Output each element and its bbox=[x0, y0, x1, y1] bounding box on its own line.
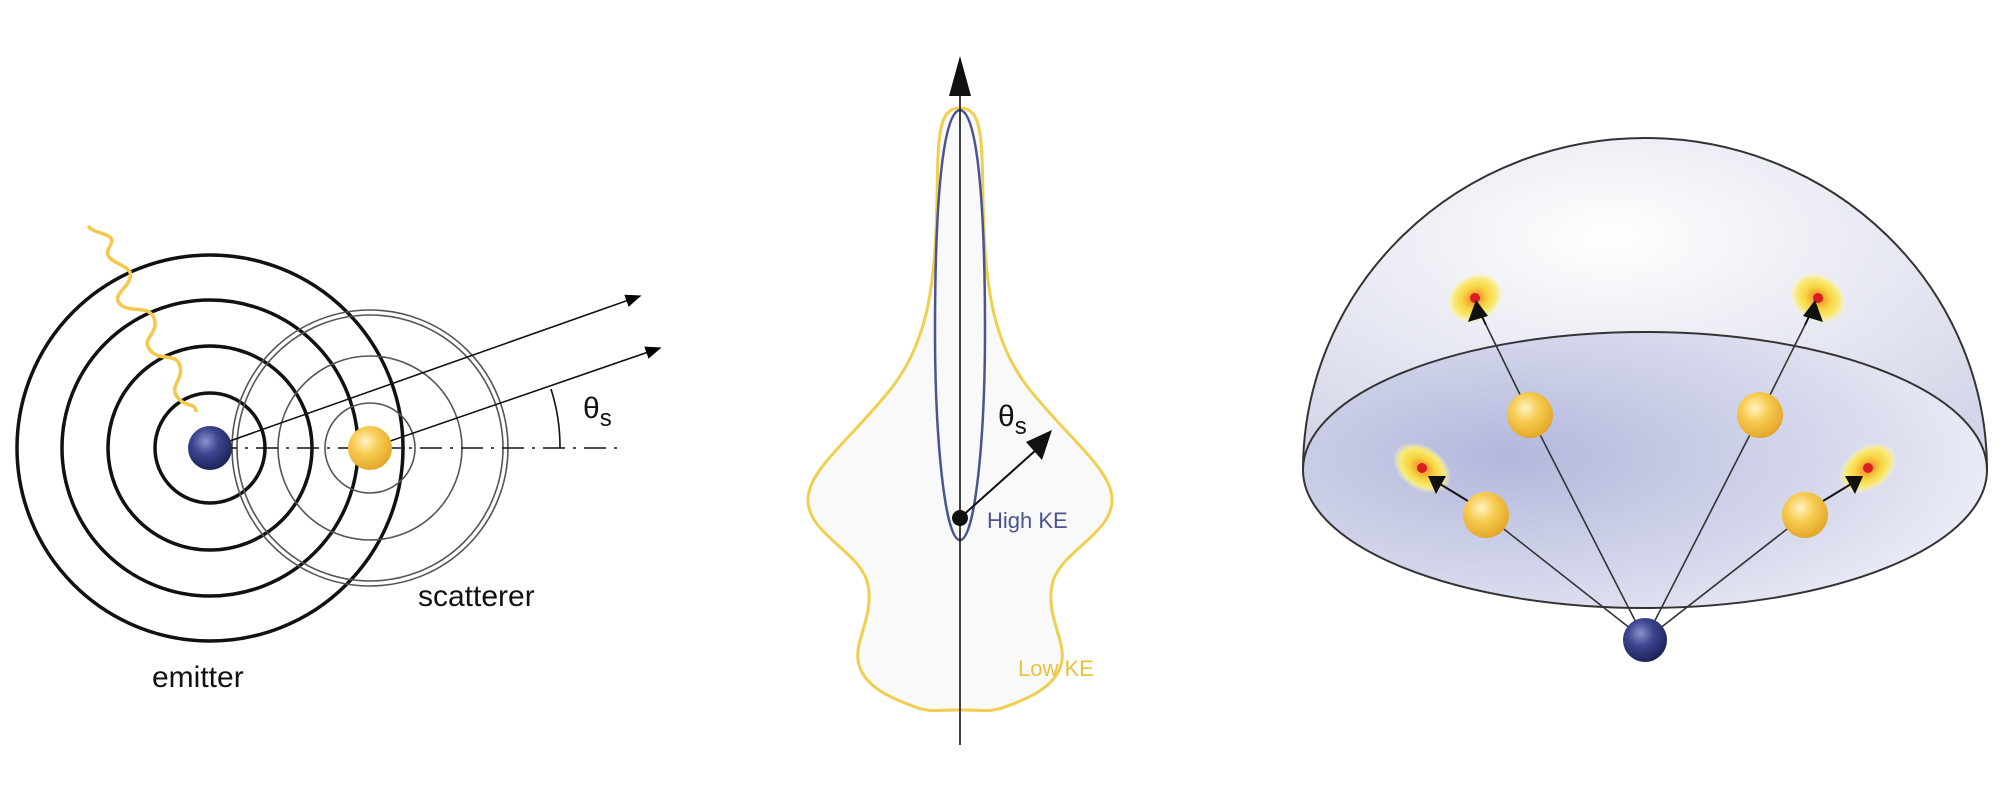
theta-s-label-2: θs bbox=[998, 400, 1027, 440]
panel-emitter-scatterer: θs scatterer emitter bbox=[15, 224, 662, 694]
emitter-atom-hemisphere bbox=[1623, 618, 1667, 662]
vertical-axis-arrowhead bbox=[949, 56, 971, 96]
theta-direction-arrow bbox=[959, 449, 1037, 519]
scattered-ray-arrow bbox=[369, 346, 662, 449]
emitter-atom bbox=[188, 426, 232, 470]
scatterer-atom-upper-left bbox=[1507, 392, 1553, 438]
hemisphere-base bbox=[1302, 331, 1988, 609]
emitter-point bbox=[952, 510, 968, 526]
scatterer-atom-upper-right bbox=[1737, 392, 1783, 438]
high-ke-label: High KE bbox=[987, 508, 1068, 533]
photon-wave bbox=[86, 224, 198, 413]
panel-angular-distribution: θs High KE Low KE bbox=[806, 56, 1114, 745]
scatterer-atom-lower-right bbox=[1782, 492, 1828, 538]
theta-direction-arrowhead bbox=[1026, 430, 1052, 460]
scatterer-label: scatterer bbox=[418, 580, 535, 613]
theta-s-label: θs bbox=[583, 392, 612, 432]
panel-hemisphere bbox=[1301, 137, 1989, 662]
emission-lines bbox=[1485, 324, 1806, 641]
theta-arc bbox=[550, 388, 561, 449]
scatterer-atom-lower-left bbox=[1463, 492, 1509, 538]
scatterer-atom bbox=[348, 426, 392, 470]
low-ke-label: Low KE bbox=[1018, 656, 1094, 681]
emitter-label: emitter bbox=[152, 661, 244, 694]
direct-ray-arrow bbox=[209, 294, 642, 449]
